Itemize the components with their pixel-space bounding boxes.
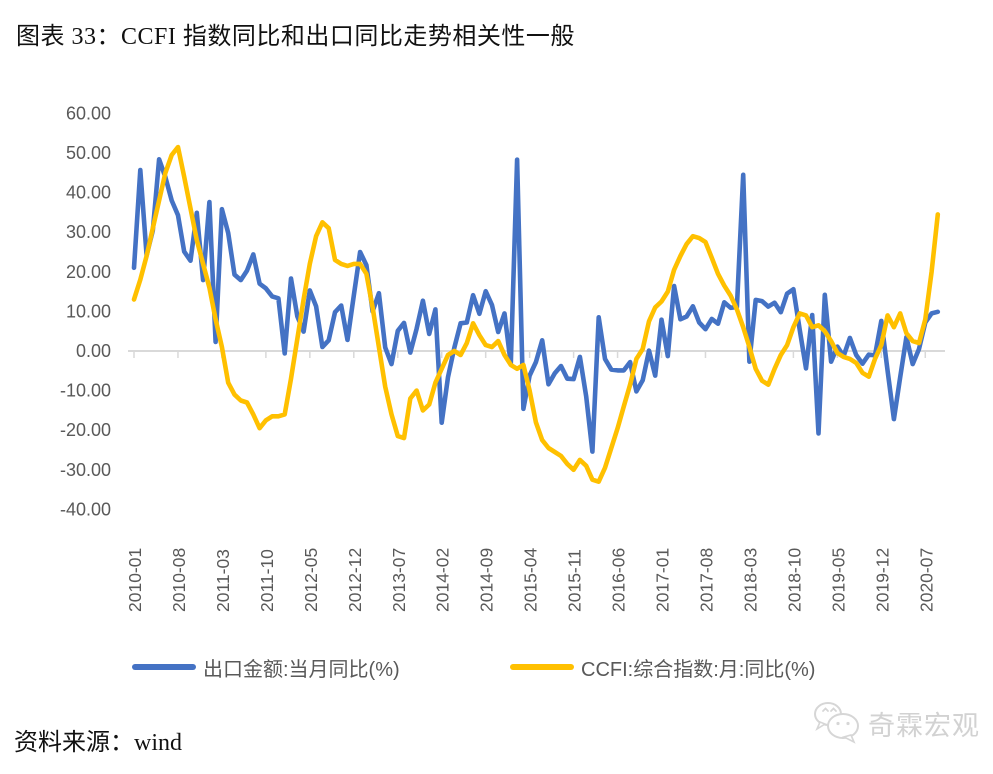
legend-item-ccfi: CCFI:综合指数:月:同比(%) (510, 655, 816, 681)
x-axis-label: 2014-09 (477, 548, 497, 612)
x-axis-label: 2017-08 (696, 548, 716, 612)
y-axis-label: 10.00 (66, 301, 111, 321)
y-axis-label: -40.00 (60, 499, 111, 519)
x-axis-label: 2010-01 (125, 548, 145, 612)
chart-title: 图表 33：CCFI 指数同比和出口同比走势相关性一般 (16, 24, 575, 50)
x-axis-label: 2018-10 (784, 548, 804, 612)
x-axis-label: 2019-05 (828, 548, 848, 612)
x-axis-label: 2019-12 (872, 548, 892, 612)
legend-label-export: 出口金额:当月同比(%) (203, 658, 400, 681)
wechat-icon (814, 702, 859, 744)
legend-item-export: 出口金额:当月同比(%) (132, 655, 400, 681)
y-axis-label: 30.00 (66, 222, 111, 242)
ccfi-line-swatch (510, 664, 574, 670)
x-axis-label: 2016-06 (609, 548, 629, 612)
x-axis-label: 2015-04 (521, 548, 541, 612)
y-axis-label: 50.00 (66, 143, 111, 163)
y-axis-label: 60.00 (66, 103, 111, 123)
publisher-logo: 奇霖宏观 (810, 698, 986, 748)
x-axis-label: 2013-07 (389, 548, 409, 612)
y-axis-label: 0.00 (76, 341, 111, 361)
logo-text: 奇霖宏观 (868, 710, 980, 741)
x-axis-label: 2012-12 (345, 548, 365, 612)
x-axis-label: 2014-02 (433, 548, 453, 612)
export-yoy-line (131, 157, 941, 454)
ccfi-yoy-line (131, 144, 941, 485)
y-axis-label: 20.00 (66, 262, 111, 282)
y-axis-label: 40.00 (66, 183, 111, 203)
x-axis-label: 2011-10 (257, 549, 277, 612)
x-axis-label: 2012-05 (301, 548, 321, 612)
x-axis-label: 2017-01 (653, 548, 673, 612)
legend-label-ccfi: CCFI:综合指数:月:同比(%) (581, 658, 816, 681)
data-source-note: 资料来源：wind (14, 730, 182, 756)
x-axis-label: 2018-03 (740, 548, 760, 612)
x-axis-label: 2015-11 (565, 549, 585, 612)
x-axis-label: 2010-08 (169, 548, 189, 612)
export-line-swatch (132, 664, 196, 670)
y-axis-label: -20.00 (60, 420, 111, 440)
y-axis-label: -10.00 (60, 381, 111, 401)
x-axis-label: 2020-07 (916, 548, 936, 612)
y-axis-label: -30.00 (60, 460, 111, 480)
x-axis-label: 2011-03 (213, 549, 233, 612)
